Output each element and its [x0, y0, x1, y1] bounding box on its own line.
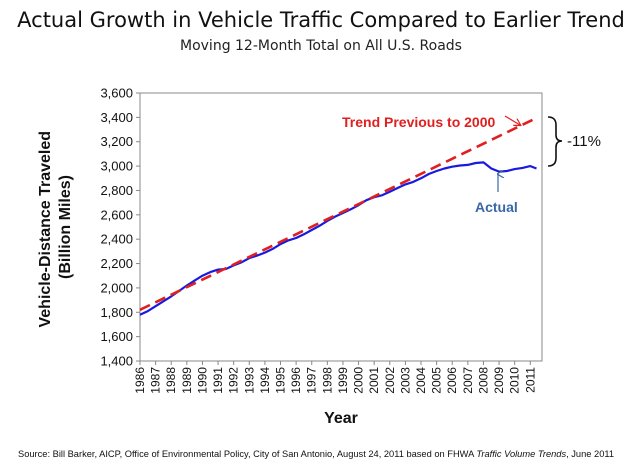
x-tick-label: 1999: [336, 367, 350, 394]
y-axis-label-line-2: (Billion Miles): [57, 175, 74, 279]
x-tick-label: 1996: [289, 367, 303, 394]
x-tick-label: 1997: [305, 367, 319, 394]
y-axis-label: Vehicle-Distance Traveled (Billion Miles…: [37, 127, 74, 328]
y-tick-label: 2,200: [100, 256, 133, 271]
x-tick-label: 1987: [149, 367, 163, 394]
x-tick-label: 1994: [258, 367, 272, 394]
x-tick-label: 1995: [274, 367, 288, 394]
x-tick-label: 1988: [164, 367, 178, 394]
x-tick-label: 1993: [242, 367, 256, 394]
source-prefix: Source: Bill Barker, AICP, Office of Env…: [18, 449, 477, 459]
chart-title: Actual Growth in Vehicle Traffic Compare…: [17, 8, 625, 32]
x-tick-label: 1992: [227, 367, 241, 394]
x-tick-label: 1989: [180, 367, 194, 394]
x-tick-label: 2004: [414, 367, 428, 394]
x-tick-label: 2009: [492, 367, 506, 394]
trend-annotation-arrow: [504, 115, 520, 125]
y-axis: 1,400 1,600 1,800 2,000 2,200 2,400 2,600 2,800…: [100, 86, 140, 369]
x-axis: 1986 1987 1988 1989 1990 1991 1992 1993 1994 1995…: [133, 361, 537, 394]
y-tick-label: 3,000: [100, 159, 133, 174]
x-tick-label: 2010: [508, 367, 522, 394]
x-tick-label: 1986: [133, 367, 147, 394]
y-axis-label-line-1: Vehicle-Distance Traveled: [37, 131, 54, 328]
y-tick-label: 2,400: [100, 232, 133, 247]
source-suffix: , June 2011: [566, 449, 615, 459]
source-note: Source: Bill Barker, AICP, Office of Env…: [18, 449, 638, 459]
actual-series-line: [139, 161, 537, 316]
chart-subtitle: Moving 12-Month Total on All U.S. Roads: [180, 38, 462, 54]
x-tick-label: 2002: [383, 367, 397, 394]
x-tick-label: 2005: [430, 367, 444, 394]
y-tick-label: 1,600: [100, 329, 133, 344]
x-tick-label: 1991: [211, 367, 225, 394]
gap-percentage-annotation: -11%: [567, 133, 601, 150]
y-tick-label: 2,600: [100, 207, 133, 222]
actual-annotation: Actual: [475, 199, 518, 215]
x-axis-label: Year: [324, 410, 358, 427]
x-tick-label: 1990: [195, 367, 209, 394]
y-tick-label: 3,600: [100, 86, 133, 101]
plot-frame: [139, 92, 543, 362]
trend-series-line: [139, 116, 538, 311]
x-tick-label: 2006: [445, 367, 459, 394]
line-chart: 1,400 1,600 1,800 2,000 2,200 2,400 2,600 2,800…: [37, 86, 601, 428]
y-tick-label: 1,800: [100, 305, 133, 320]
x-tick-label: 2008: [476, 367, 490, 394]
trend-annotation: Trend Previous to 2000: [342, 114, 495, 130]
y-tick-label: 2,000: [100, 280, 133, 295]
gap-brace-icon: [547, 116, 563, 167]
y-tick-label: 3,200: [100, 134, 133, 149]
y-tick-label: 1,400: [100, 354, 133, 369]
x-tick-label: 2011: [523, 367, 537, 393]
x-tick-label: 2007: [461, 367, 475, 394]
x-tick-label: 2001: [367, 367, 381, 394]
source-italic: Traffic Volume Trends: [476, 449, 567, 459]
x-tick-label: 2000: [352, 367, 366, 394]
x-tick-label: 2003: [398, 367, 412, 394]
y-tick-label: 2,800: [100, 183, 133, 198]
x-tick-label: 1998: [320, 367, 334, 394]
y-tick-label: 3,400: [100, 110, 133, 125]
series-layer: [139, 116, 538, 316]
